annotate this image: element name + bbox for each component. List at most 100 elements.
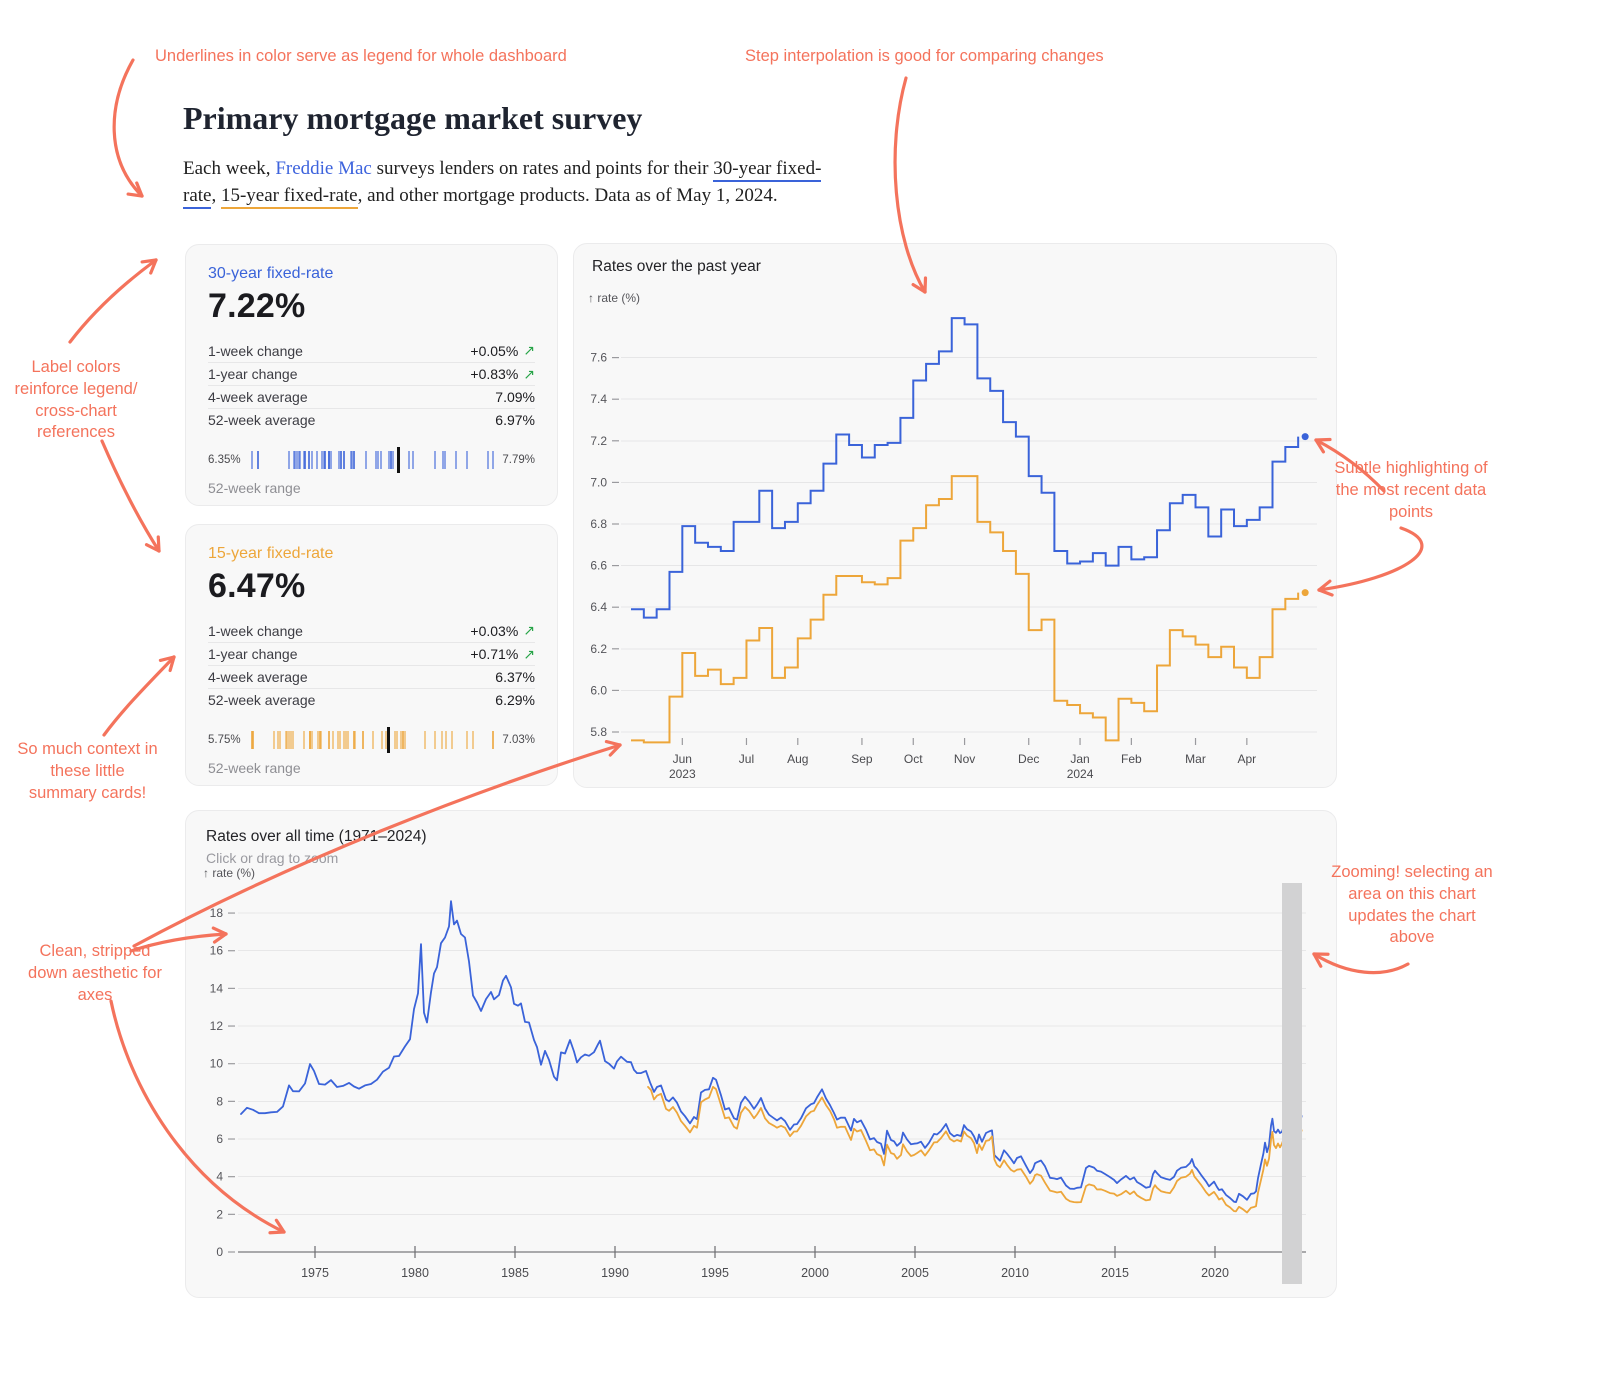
svg-text:6.8: 6.8 xyxy=(590,517,607,531)
range-tick xyxy=(311,731,314,749)
range-tick xyxy=(290,731,293,749)
annotation-arrowhead xyxy=(144,543,161,553)
svg-text:Feb: Feb xyxy=(1121,752,1142,766)
all-time-chart-card[interactable]: Rates over all time (1971–2024) Click or… xyxy=(185,810,1337,1298)
range-tick xyxy=(388,451,391,469)
annotation-recent-points: Subtle highlighting of the most recent d… xyxy=(1334,459,1488,521)
legend-term-30-year: 30-year fixed-rate xyxy=(183,158,822,209)
range-tick xyxy=(304,451,307,469)
range-tick xyxy=(297,451,300,469)
svg-text:12: 12 xyxy=(210,1019,224,1033)
range-tick xyxy=(321,451,324,469)
stat-row: 4-week average 7.09% xyxy=(208,385,535,408)
range-current-tick xyxy=(396,447,400,473)
range-tick xyxy=(442,451,445,469)
range-tick xyxy=(492,451,495,469)
annotation-arrow xyxy=(100,439,161,553)
range-tick xyxy=(292,731,295,749)
range-current-tick xyxy=(386,727,390,753)
range-tick xyxy=(337,451,340,469)
stats-table-15-year: 1-week change +0.03% ↗ 1-year change +0.7… xyxy=(208,619,535,711)
svg-text:6.4: 6.4 xyxy=(590,600,607,614)
range-tick xyxy=(302,451,305,469)
range-tick xyxy=(445,731,448,749)
svg-text:Jan: Jan xyxy=(1070,752,1089,766)
range-tick xyxy=(250,731,253,749)
svg-text:6.0: 6.0 xyxy=(590,683,607,697)
range-tick xyxy=(433,451,436,469)
range-tick xyxy=(374,451,377,469)
y-grid: 5.8 6.0 6.2 6.4 6.6 6.8 7.0 7.2 7.4 7.6 xyxy=(590,351,1317,739)
svg-text:2023: 2023 xyxy=(669,767,696,781)
range-tick xyxy=(455,451,458,469)
range-tick xyxy=(328,731,331,749)
svg-text:Mar: Mar xyxy=(1185,752,1206,766)
svg-text:2000: 2000 xyxy=(801,1266,829,1280)
trend-up-icon: ↗ xyxy=(523,365,535,382)
series-line-15-year xyxy=(647,1086,1303,1214)
svg-text:4: 4 xyxy=(216,1170,223,1184)
annotation-arrowhead xyxy=(135,181,144,198)
range-min-label: 5.75% xyxy=(208,734,241,746)
range-tick xyxy=(465,451,468,469)
range-tick xyxy=(354,731,357,749)
range-tick xyxy=(362,731,365,749)
svg-text:5.8: 5.8 xyxy=(590,725,607,739)
range-tick xyxy=(389,451,392,469)
svg-text:Jul: Jul xyxy=(739,752,754,766)
range-tick xyxy=(465,731,468,749)
range-tick xyxy=(316,451,319,469)
stat-row: 52-week average 6.29% xyxy=(208,688,535,711)
range-tick xyxy=(331,731,334,749)
svg-text:1985: 1985 xyxy=(501,1266,529,1280)
intro-sep: , xyxy=(211,184,221,206)
range-tick xyxy=(349,451,352,469)
svg-text:Apr: Apr xyxy=(1237,752,1256,766)
svg-text:18: 18 xyxy=(210,906,224,920)
range-tick xyxy=(287,451,290,469)
range-tick xyxy=(371,731,374,749)
latest-point-dot-30-year xyxy=(1301,433,1309,441)
svg-text:7.2: 7.2 xyxy=(590,434,607,448)
range-tick xyxy=(394,731,397,749)
range-tick xyxy=(441,731,444,749)
svg-text:2010: 2010 xyxy=(1001,1266,1029,1280)
range-tick xyxy=(324,451,327,469)
stat-row: 1-week change +0.03% ↗ xyxy=(208,622,535,639)
annotation-zooming: Zooming! selecting an area on this chart… xyxy=(1331,863,1493,947)
range-tick xyxy=(450,731,453,749)
stats-table-30-year: 1-week change +0.05% ↗ 1-year change +0.8… xyxy=(208,339,535,431)
stat-row: 1-year change +0.83% ↗ xyxy=(208,362,535,385)
range-tick xyxy=(391,451,394,469)
freddie-mac-link[interactable]: Freddie Mac xyxy=(275,158,372,179)
stat-row: 1-week change +0.05% ↗ xyxy=(208,342,535,359)
all-time-chart[interactable]: 0 2 4 6 8 10 12 14 16 18 1975 1980 1985 1990 1995 2000 2… xyxy=(186,811,1338,1299)
svg-text:16: 16 xyxy=(210,944,224,958)
range-tick xyxy=(311,451,314,469)
range-tick xyxy=(250,451,253,469)
range-strip-plot xyxy=(250,727,495,753)
annotation-arrowhead xyxy=(140,258,158,264)
range-tick xyxy=(318,731,321,749)
range-tick xyxy=(351,451,354,469)
y-axis-caption: ↑ rate (%) xyxy=(588,291,641,305)
annotation-arrowhead xyxy=(126,192,144,198)
current-rate-15-year: 6.47% xyxy=(208,567,306,605)
card-title-30-year: 30-year fixed-rate xyxy=(208,265,334,282)
range-strip-plot xyxy=(250,447,495,473)
range-tick xyxy=(380,731,383,749)
svg-text:6.6: 6.6 xyxy=(590,559,607,573)
range-tick xyxy=(257,451,260,469)
svg-text:7.4: 7.4 xyxy=(590,392,607,406)
range-tick xyxy=(346,731,349,749)
range-tick xyxy=(273,731,276,749)
range-strip-15-year: 5.75% 7.03% xyxy=(208,727,535,753)
stat-row: 52-week average 6.97% xyxy=(208,408,535,431)
trend-up-icon: ↗ xyxy=(523,645,535,662)
range-tick xyxy=(322,451,325,469)
range-tick xyxy=(292,451,295,469)
range-tick xyxy=(337,731,340,749)
zoom-selection-brush[interactable] xyxy=(1282,883,1302,1284)
intro-lead: Each week, xyxy=(183,158,276,179)
